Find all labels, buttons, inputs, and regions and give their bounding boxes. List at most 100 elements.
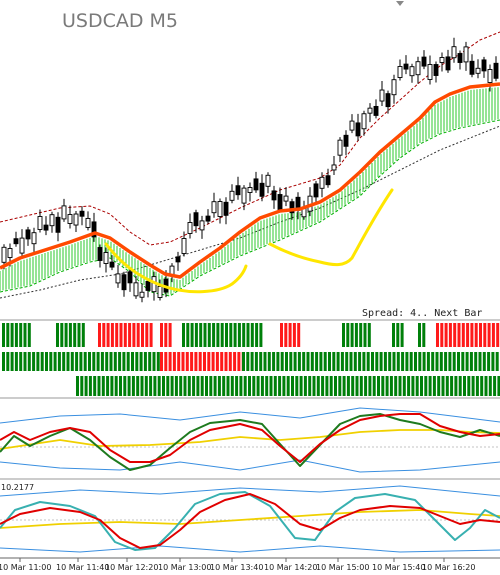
signal-bar	[372, 376, 376, 396]
signal-bar	[280, 323, 283, 347]
signal-bar	[144, 376, 148, 396]
signal-bar	[315, 352, 319, 371]
signal-bar	[177, 352, 181, 371]
signal-bar	[246, 352, 250, 371]
signal-bar	[222, 376, 226, 396]
signal-bar	[273, 376, 277, 396]
candle	[55, 212, 61, 242]
candle	[367, 103, 373, 123]
signal-bar	[162, 376, 165, 396]
candle-body	[145, 280, 151, 291]
signal-bar	[101, 376, 105, 396]
candle	[193, 209, 199, 233]
signal-bar	[19, 323, 23, 347]
signal-bar	[366, 352, 370, 371]
signal-bar	[168, 352, 172, 371]
signal-bar	[76, 376, 79, 396]
signal-bar	[325, 376, 329, 396]
candle-body	[217, 201, 223, 217]
signal-bar	[114, 376, 118, 396]
signal-bar	[196, 376, 200, 396]
signal-bar	[263, 352, 267, 371]
signal-bar	[68, 323, 72, 347]
signal-bar	[62, 352, 66, 371]
signal-bar	[487, 323, 491, 347]
signal-bar	[145, 323, 149, 347]
candle	[451, 37, 457, 63]
signal-bar	[225, 323, 228, 347]
osc2-yellow-line	[0, 509, 500, 529]
signal-bar	[497, 376, 500, 396]
candle-body	[79, 210, 85, 217]
candle	[493, 56, 499, 82]
signal-bar	[27, 323, 31, 347]
candle-body	[37, 216, 43, 230]
signal-bar	[213, 376, 217, 396]
signal-bar	[10, 323, 14, 347]
signal-bar	[2, 352, 5, 371]
signal-bar	[418, 352, 422, 371]
signal-bar	[164, 352, 168, 371]
osc1-lower-band	[0, 459, 500, 473]
signal-bar	[228, 352, 232, 371]
signal-bar	[448, 352, 452, 371]
candle	[187, 213, 193, 239]
candle-body	[325, 175, 331, 186]
candle	[103, 247, 109, 273]
candle-body	[379, 89, 385, 102]
spread-label: Spread: 4.. Next Bar	[362, 308, 482, 319]
candle	[481, 56, 487, 78]
signal-bar	[157, 376, 161, 396]
symbol-title: USDCAD M5	[62, 10, 178, 32]
candle	[79, 206, 85, 226]
candle-body	[85, 217, 91, 228]
candle	[475, 59, 481, 79]
candle-body	[115, 273, 121, 284]
candle	[115, 264, 121, 288]
osc2-upper-band	[0, 485, 500, 497]
candle-body	[19, 237, 25, 254]
candle	[259, 174, 265, 202]
signal-bar	[207, 323, 211, 347]
signal-bar	[381, 376, 385, 396]
candle	[397, 59, 403, 81]
candle	[109, 255, 115, 271]
signal-bar	[19, 352, 23, 371]
candle-body	[385, 93, 391, 108]
candle	[373, 99, 379, 119]
candle-body	[421, 56, 427, 67]
osc2-red-line	[0, 493, 500, 549]
candle-body	[229, 190, 235, 201]
candle-body	[427, 64, 433, 80]
candle	[331, 155, 337, 175]
candle-body	[193, 212, 199, 227]
signal-bar	[323, 352, 327, 371]
candle-body	[49, 214, 55, 227]
candle-body	[31, 232, 37, 245]
candle	[313, 180, 319, 204]
signal-bar	[292, 323, 296, 347]
signal-bar	[461, 352, 465, 371]
candle-body	[337, 139, 343, 156]
signal-bar	[469, 352, 473, 371]
signal-bar	[60, 323, 64, 347]
signal-bar	[192, 376, 196, 396]
signal-bar	[100, 352, 104, 371]
signal-bar	[426, 352, 430, 371]
signal-bar	[166, 376, 170, 396]
candle	[121, 271, 127, 297]
signal-bar	[152, 352, 156, 371]
signal-bar	[276, 352, 280, 371]
signal-bar	[350, 323, 354, 347]
candle-body	[25, 229, 31, 240]
signal-bar	[252, 376, 256, 396]
signal-bar	[482, 352, 486, 371]
signal-bar	[207, 352, 211, 371]
signal-bar	[242, 323, 246, 347]
signal-bar	[83, 352, 87, 371]
candle-body	[139, 291, 145, 298]
signal-bar	[354, 323, 358, 347]
signal-bar	[203, 323, 207, 347]
signal-bar	[259, 352, 263, 371]
